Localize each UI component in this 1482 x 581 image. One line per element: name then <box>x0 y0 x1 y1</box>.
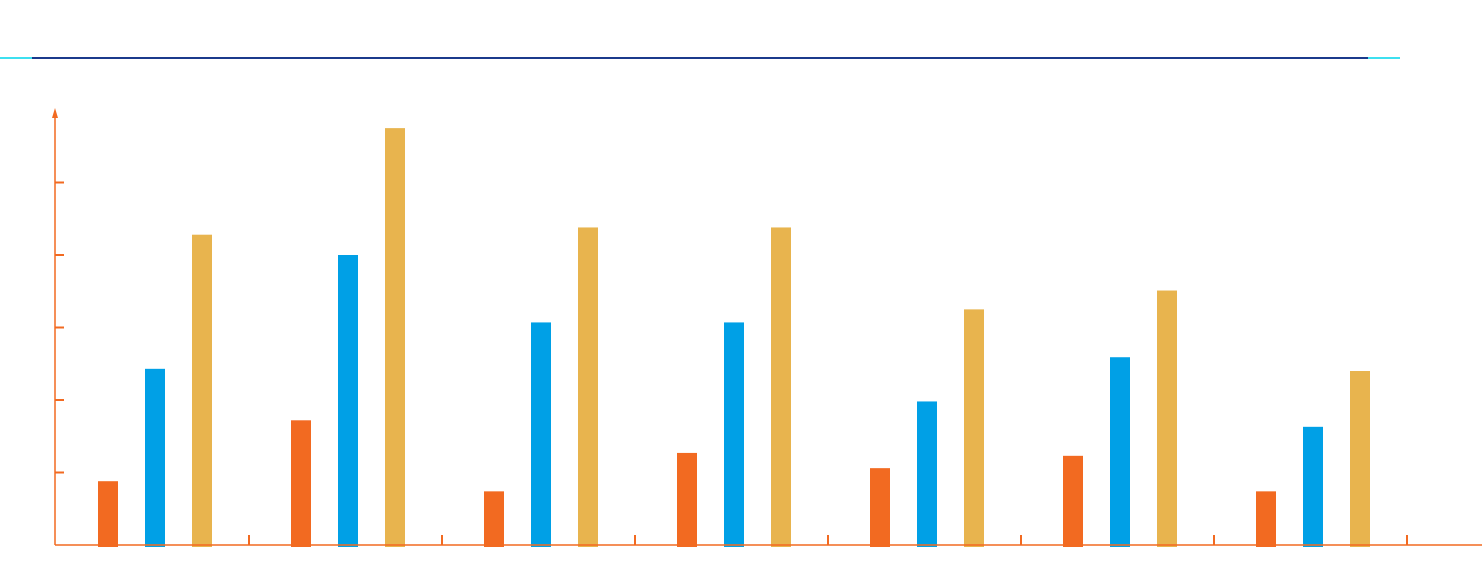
bar-series-2-category-6 <box>1110 357 1130 547</box>
bar-series-1-category-7 <box>1256 491 1276 547</box>
bar-series-1-category-2 <box>291 420 311 547</box>
y-axis-arrow <box>52 108 58 118</box>
axes <box>52 108 1482 546</box>
bar-series-2-category-1 <box>145 368 165 547</box>
bar-series-3-category-6 <box>1157 290 1177 547</box>
bar-series-2-category-2 <box>338 255 358 547</box>
bars <box>98 128 1370 547</box>
bar-series-3-category-1 <box>192 234 212 547</box>
bar-series-3-category-2 <box>385 128 405 547</box>
bar-series-1-category-1 <box>98 481 118 547</box>
bar-series-3-category-4 <box>771 227 791 547</box>
bar-series-3-category-3 <box>578 227 598 547</box>
bar-series-2-category-3 <box>531 322 551 547</box>
bar-series-2-category-4 <box>724 322 744 547</box>
bar-series-2-category-7 <box>1303 426 1323 547</box>
bar-series-1-category-3 <box>484 491 504 547</box>
bar-series-1-category-6 <box>1063 455 1083 547</box>
bar-series-1-category-5 <box>870 468 890 547</box>
bar-series-3-category-5 <box>964 309 984 547</box>
bar-series-1-category-4 <box>677 452 697 547</box>
bar-series-3-category-7 <box>1350 371 1370 547</box>
bar-series-2-category-5 <box>917 401 937 547</box>
